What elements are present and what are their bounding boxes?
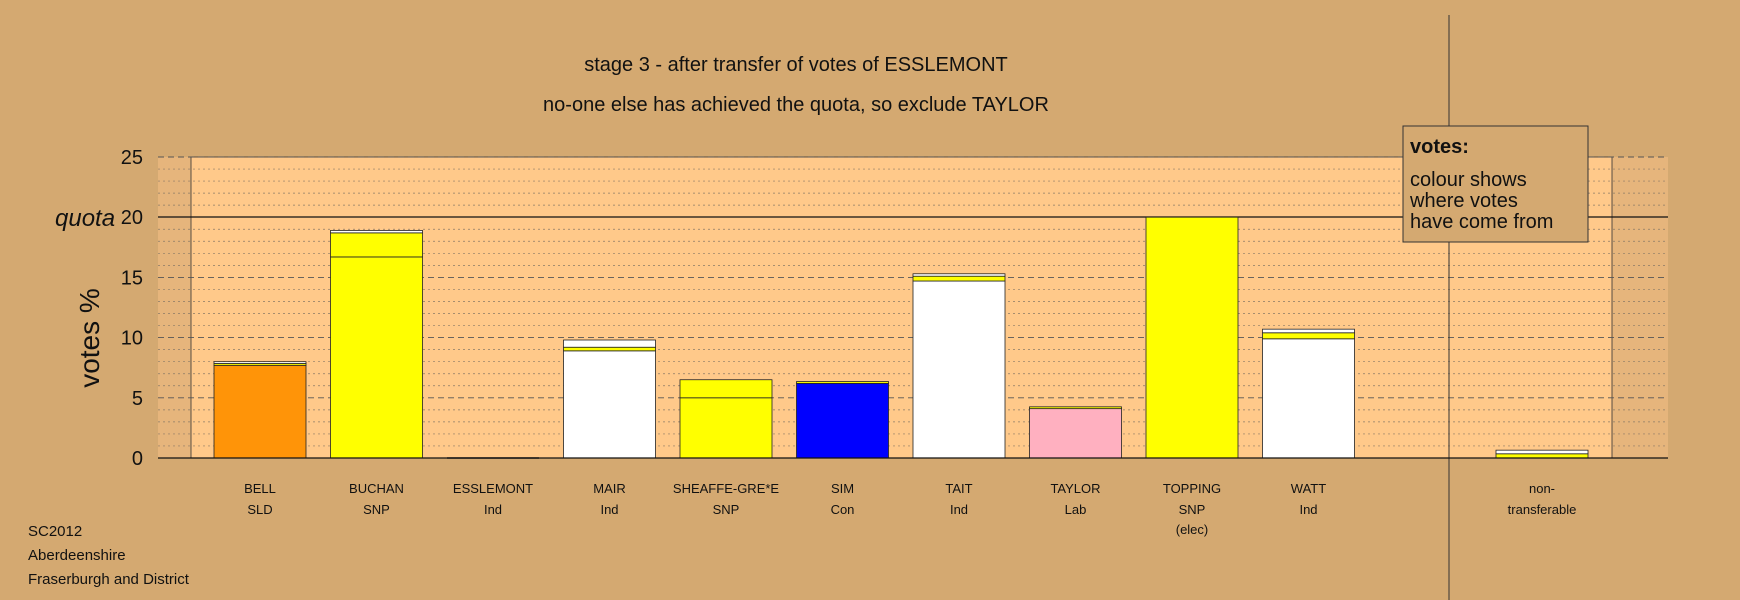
bar-taylor [1029, 406, 1122, 410]
category-name: BELL [244, 481, 276, 496]
category-name: BUCHAN [349, 481, 404, 496]
legend-line: where votes [1409, 190, 1518, 212]
bar-watt [1262, 328, 1355, 334]
bar-tait [912, 280, 1006, 459]
y-tick-labels: 0 5 10 15 20 25 [121, 147, 143, 470]
bar-nontransferable [1495, 453, 1589, 459]
bar-topping [1145, 216, 1239, 459]
bar-bell [213, 364, 307, 459]
category-name: SHEAFFE-GRE*E [673, 481, 780, 496]
legend-line: have come from [1410, 211, 1553, 233]
legend-title: votes: [1410, 136, 1469, 158]
category-party: SLD [247, 502, 272, 517]
bar-buchan [330, 256, 423, 459]
plot-inner-area [190, 156, 1613, 459]
bar-sim [796, 381, 889, 384]
y-tick-label: 15 [121, 267, 143, 289]
bar-bell [213, 361, 307, 364]
bar-tait [912, 273, 1006, 277]
bars-group [213, 216, 1589, 459]
legend-line: colour shows [1410, 169, 1527, 191]
category-party: Ind [950, 502, 968, 517]
category-party: SNP [1179, 502, 1206, 517]
category-name: SIM [831, 481, 854, 496]
bar-nontransferable [1495, 449, 1589, 455]
bar-sheaffe-gre-e [679, 397, 773, 459]
category-name: WATT [1291, 481, 1326, 496]
footer-line: Fraserburgh and District [28, 571, 190, 588]
quota-label: quota [55, 205, 115, 232]
category-party: SNP [363, 502, 390, 517]
bar-buchan [330, 230, 423, 234]
footer-line: Aberdeenshire [28, 547, 126, 564]
bar-watt [1262, 338, 1355, 459]
legend-box [1402, 125, 1589, 243]
bar-mair [563, 346, 656, 352]
bar-mair [563, 350, 656, 459]
bar-taylor [1029, 408, 1122, 459]
chart-title: stage 3 - after transfer of votes of ESS… [584, 54, 1008, 76]
category-name: MAIR [593, 481, 626, 496]
category-note: (elec) [1176, 522, 1209, 537]
bar-buchan [330, 232, 423, 258]
category-name: ESSLEMONT [453, 481, 533, 496]
y-tick-label: 5 [132, 388, 143, 410]
category-party: Ind [600, 502, 618, 517]
category-party: Ind [484, 502, 502, 517]
y-axis-label: votes % [74, 288, 105, 388]
category-labels: BELL SLD BUCHAN SNP ESSLEMONT Ind MAIR Ind SHEAF… [244, 481, 1576, 537]
y-tick-label: 10 [121, 328, 143, 350]
y-tick-label: 0 [132, 448, 143, 470]
bar-mair [563, 339, 656, 348]
category-name: TOPPING [1163, 481, 1221, 496]
bar-watt [1262, 332, 1355, 340]
y-tick-label: 20 [121, 207, 143, 229]
category-name: non- [1529, 481, 1555, 496]
y-tick-label: 25 [121, 147, 143, 169]
category-party: Ind [1299, 502, 1317, 517]
category-name: transferable [1508, 502, 1577, 517]
category-party: Con [831, 502, 855, 517]
footer-line: SC2012 [28, 523, 82, 540]
legend: votes: colour shows where votes have com… [1402, 125, 1589, 243]
bar-sim [796, 382, 889, 459]
bar-sheaffe-gre-e [679, 379, 773, 399]
category-party: Lab [1065, 502, 1087, 517]
category-party: SNP [713, 502, 740, 517]
category-name: TAYLOR [1050, 481, 1100, 496]
bar-tait [912, 275, 1006, 282]
category-name: TAIT [945, 481, 972, 496]
chart-subtitle: no-one else has achieved the quota, so e… [543, 94, 1049, 116]
